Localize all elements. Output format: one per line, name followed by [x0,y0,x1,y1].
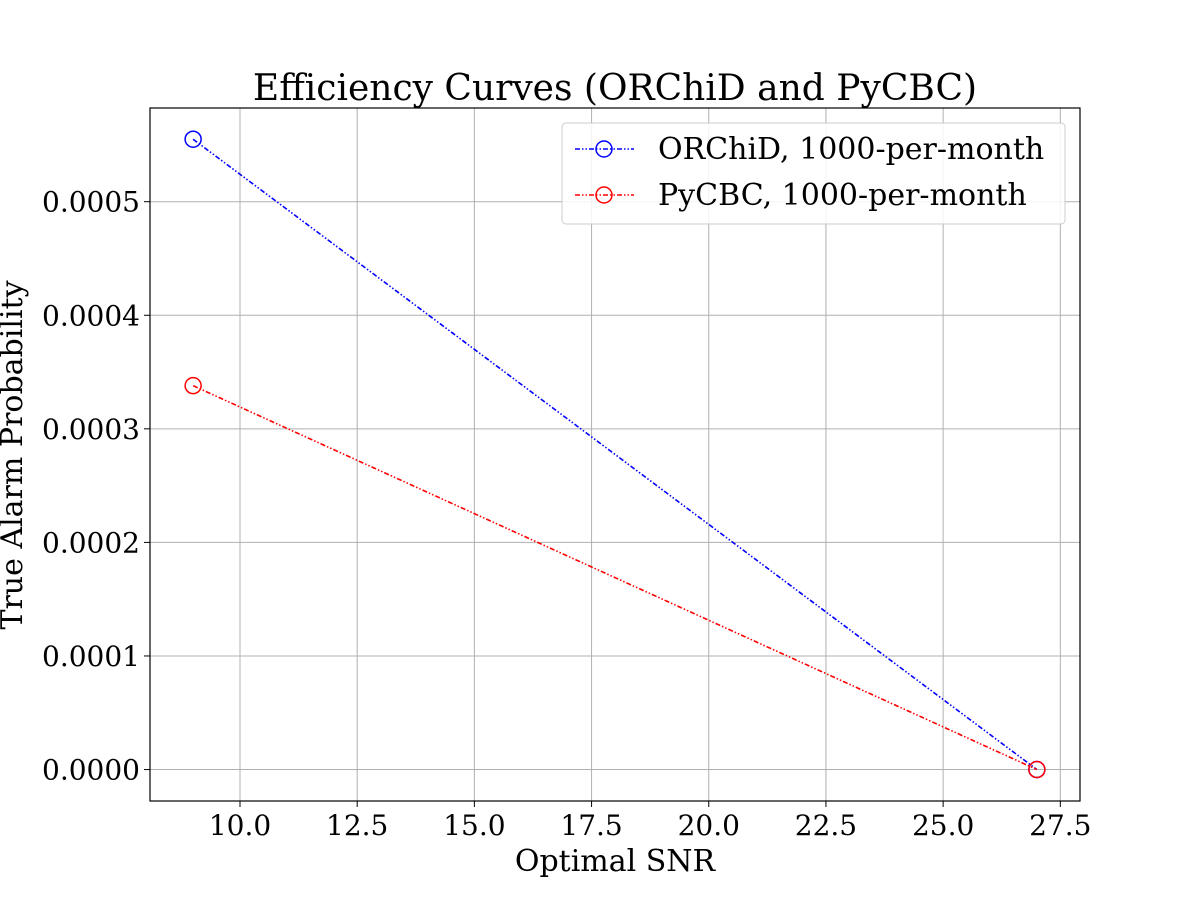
x-tick-label: 15.0 [443,809,505,842]
series-2-point [184,376,202,395]
series-1-point [184,130,202,148]
y-tick-label: 0.0000 [42,754,140,787]
y-tick-label: 0.0003 [42,413,140,446]
y-tick-label: 0.0002 [42,526,140,559]
y-tick-label: 0.0001 [42,640,140,673]
series-layer [184,130,1046,779]
x-tick-label: 10.0 [209,809,271,842]
legend-label-1: ORChiD, 1000-per-month [658,132,1044,167]
x-axis-label: Optimal SNR [515,844,717,879]
chart-title: Efficiency Curves (ORChiD and PyCBC) [253,68,977,109]
legend-label-2: PyCBC, 1000-per-month [658,178,1027,213]
x-tick-label: 25.0 [912,809,974,842]
plot-frame [149,107,1081,802]
x-tick-label: 20.0 [678,809,740,842]
series-line-2 [192,384,1038,771]
x-tick-label: 27.5 [1029,809,1091,842]
series-2-point [1028,760,1046,779]
y-tick-label: 0.0004 [42,299,140,332]
legend: ORChiD, 1000-per-month PyCBC, 1000-per-mo… [561,122,1066,225]
x-tick-label: 22.5 [795,809,857,842]
y-axis-label: True Alarm Probability [0,280,30,629]
legend-marker-2 [595,186,613,204]
series-line-1 [192,138,1038,771]
legend-box [561,122,1066,225]
y-tick-label: 0.0005 [42,186,140,219]
x-tick-label: 12.5 [326,809,388,842]
tick-layer: 10.0 12.5 15.0 17.5 20.0 22.5 25.0 27.5 0.0000 0.… [42,186,1091,842]
legend-marker-1 [595,140,613,158]
x-tick-label: 17.5 [560,809,622,842]
